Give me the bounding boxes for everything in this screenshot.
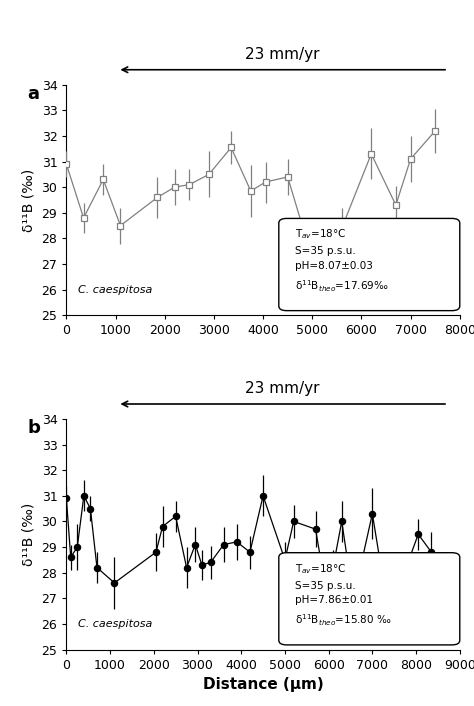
Text: b: b — [27, 419, 40, 437]
Text: T$_{av}$=18°C
S=35 p.s.u.
pH=7.86±0.01
δ$^{11}$B$_{theo}$=15.80 ‰: T$_{av}$=18°C S=35 p.s.u. pH=7.86±0.01 δ… — [294, 562, 391, 628]
Text: 23 mm/yr: 23 mm/yr — [246, 381, 320, 396]
Text: a: a — [27, 85, 39, 102]
Y-axis label: δ¹¹B (‰): δ¹¹B (‰) — [22, 503, 36, 566]
X-axis label: Distance (μm): Distance (μm) — [203, 677, 323, 692]
FancyBboxPatch shape — [279, 218, 460, 311]
Text: 23 mm/yr: 23 mm/yr — [246, 47, 320, 61]
Y-axis label: δ¹¹B (‰): δ¹¹B (‰) — [22, 168, 36, 232]
Text: T$_{av}$=18°C
S=35 p.s.u.
pH=8.07±0.03
δ$^{11}$B$_{theo}$=17.69‰: T$_{av}$=18°C S=35 p.s.u. pH=8.07±0.03 δ… — [294, 227, 388, 294]
FancyBboxPatch shape — [279, 553, 460, 645]
Text: C. caespitosa: C. caespitosa — [78, 285, 153, 294]
Text: C. caespitosa: C. caespitosa — [78, 618, 153, 629]
